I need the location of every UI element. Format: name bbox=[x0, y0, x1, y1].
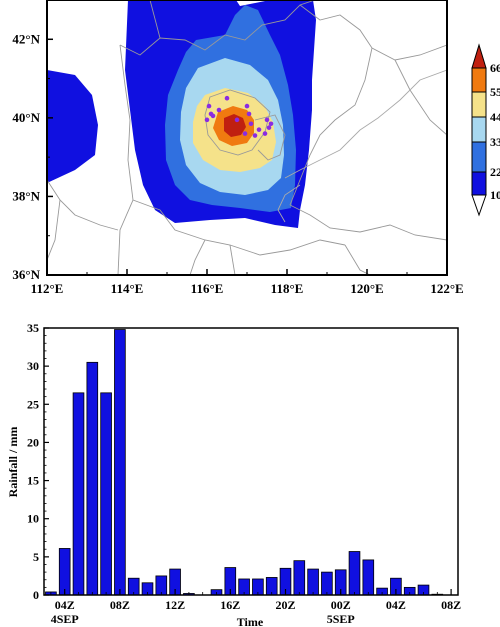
map-y-tick-label: 36°N bbox=[12, 267, 40, 282]
station-marker bbox=[206, 103, 212, 109]
bar-x-tick-label: 08Z bbox=[441, 598, 461, 612]
station-marker bbox=[204, 117, 210, 123]
station-marker bbox=[242, 131, 248, 136]
station-marker bbox=[266, 125, 272, 130]
colorbar-segment bbox=[471, 141, 487, 173]
rainfall-bar bbox=[86, 361, 99, 596]
bar-x-tick-label: 12Z bbox=[165, 598, 185, 612]
colorbar-segment bbox=[471, 67, 487, 93]
colorbar-over-triangle bbox=[471, 43, 487, 69]
rainfall-bar bbox=[114, 329, 126, 596]
station-marker bbox=[264, 117, 270, 123]
bar-plot-frame bbox=[43, 327, 459, 596]
bar-x-tick-label: 16Z bbox=[220, 598, 240, 612]
station-marker bbox=[268, 121, 274, 127]
colorbar-segment bbox=[471, 171, 487, 196]
bar-x-tick-label: 08Z bbox=[110, 598, 130, 612]
station-marker bbox=[262, 131, 268, 136]
map-x-tick-label: 114°E bbox=[111, 281, 144, 296]
bar-y-tick-label: 20 bbox=[27, 435, 39, 449]
bar-y-tick-label: 30 bbox=[27, 359, 39, 373]
coastline bbox=[277, 69, 447, 223]
rainfall-bar bbox=[100, 392, 112, 596]
bar-x-tick-label: 00Z bbox=[331, 598, 351, 612]
bar-y-tick-label: 25 bbox=[27, 397, 39, 411]
colorbar-label: 22 bbox=[490, 165, 500, 179]
rainfall-bar-chart: 0 5 10 15 20 25 30 35 04Z 08Z 12Z 16Z 20Z 00Z 04Z 08Z 4S… bbox=[6, 321, 461, 627]
station-marker bbox=[256, 127, 262, 132]
colorbar-segment bbox=[471, 116, 487, 143]
bar-y-tick-label: 35 bbox=[27, 321, 39, 335]
map-y-tick-label: 40°N bbox=[12, 110, 40, 125]
rainfall-bar bbox=[72, 392, 85, 596]
map-y-tick-label: 42°N bbox=[12, 31, 40, 46]
rainfall-bar bbox=[362, 559, 375, 596]
y-axis-title: Rainfall / mm bbox=[6, 427, 20, 498]
colorbar-label: 44 bbox=[490, 110, 500, 124]
station-marker bbox=[234, 117, 240, 123]
bar-x-tick-label: 04Z bbox=[386, 598, 406, 612]
rainfall-bar bbox=[293, 560, 306, 596]
bar-date-label: 5SEP bbox=[327, 612, 355, 626]
bar-y-tick-label: 5 bbox=[33, 550, 39, 564]
map-axes: 112°E 114°E 116°E 118°E 120°E 122°E 36°N 38°N 40… bbox=[12, 31, 463, 296]
map-x-tick-label: 122°E bbox=[430, 281, 463, 296]
colorbar-segment bbox=[471, 91, 487, 118]
colorbar-under-triangle bbox=[471, 194, 487, 217]
colorbar-label: 33 bbox=[490, 135, 500, 149]
bar-y-tick-label: 10 bbox=[27, 512, 39, 526]
station-marker bbox=[252, 133, 258, 138]
bars bbox=[45, 329, 444, 596]
colorbar: 10 22 33 44 55 66 bbox=[471, 43, 500, 217]
map-x-tick-label: 120°E bbox=[350, 281, 383, 296]
map-x-tick-label: 116°E bbox=[191, 281, 224, 296]
station-marker bbox=[244, 103, 250, 109]
station-markers bbox=[204, 95, 274, 138]
rainfall-bar bbox=[321, 571, 333, 596]
map-x-tick-label: 118°E bbox=[271, 281, 304, 296]
bar-axes: 0 5 10 15 20 25 30 35 04Z 08Z 12Z 16Z 20Z 00Z 04Z 08Z 4S… bbox=[27, 321, 461, 626]
colorbar-label: 10 bbox=[490, 188, 500, 202]
rainfall-map-chart: 112°E 114°E 116°E 118°E 120°E 122°E 36°N 38°N 40… bbox=[12, 0, 500, 296]
station-marker bbox=[210, 113, 216, 119]
province-boundaries bbox=[47, 0, 447, 275]
station-marker bbox=[216, 107, 222, 113]
rainfall-bar bbox=[348, 551, 361, 596]
map-x-tick-label: 112°E bbox=[31, 281, 64, 296]
x-axis-title: Time bbox=[237, 615, 264, 627]
contour-10-west bbox=[47, 70, 98, 183]
bar-x-tick-label: 20Z bbox=[275, 598, 295, 612]
map-y-tick-label: 38°N bbox=[12, 188, 40, 203]
station-marker bbox=[246, 111, 252, 117]
bar-y-tick-label: 15 bbox=[27, 474, 39, 488]
station-marker bbox=[248, 121, 254, 127]
bar-y-tick-label: 0 bbox=[33, 588, 39, 602]
contour-66 bbox=[224, 114, 246, 137]
colorbar-label: 55 bbox=[490, 85, 500, 99]
bar-x-tick-label: 04Z bbox=[55, 598, 75, 612]
rainfall-bar bbox=[58, 548, 71, 596]
colorbar-label: 66 bbox=[490, 61, 500, 75]
bar-date-label: 4SEP bbox=[51, 612, 79, 626]
station-marker bbox=[224, 95, 230, 101]
rainfall-bar bbox=[307, 568, 319, 596]
